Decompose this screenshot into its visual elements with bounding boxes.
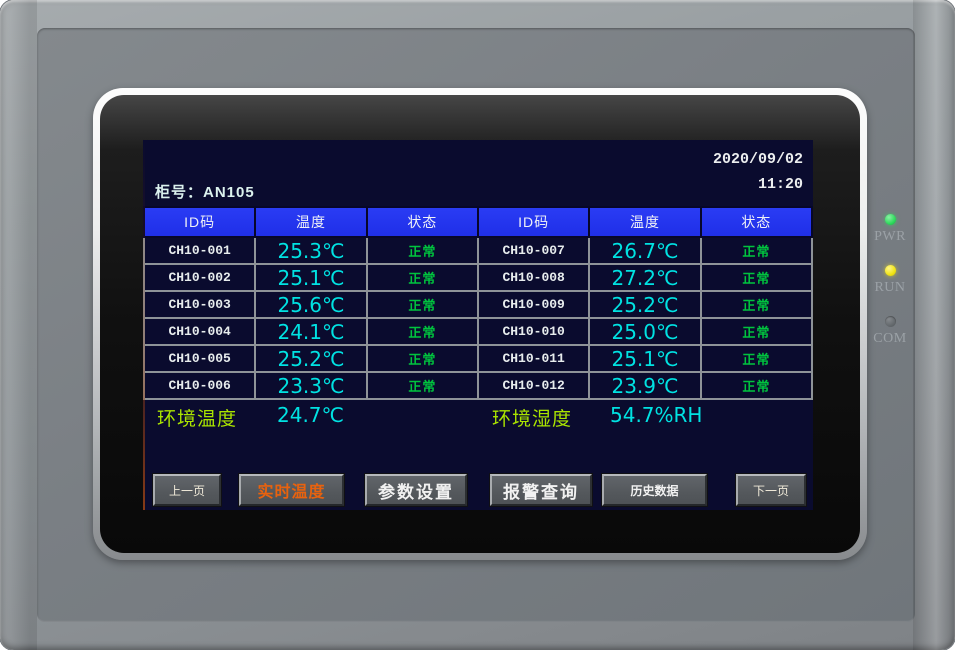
com-led-light [884, 316, 896, 327]
temperature-cell: 23.3℃ [254, 371, 368, 400]
channel-id-cell: CH10-003 [143, 290, 257, 319]
channel-id-cell: CH10-009 [476, 290, 591, 319]
status-cell: 正常 [365, 317, 479, 346]
environment-readouts: 环境温度 24.7℃ 环境湿度 54.7%RH [143, 402, 813, 432]
temperature-cell: 24.1℃ [254, 317, 368, 346]
channel-id-cell: CH10-001 [143, 236, 257, 265]
status-cell: 正常 [699, 290, 813, 319]
temperature-cell: 27.2℃ [588, 263, 702, 292]
screen-bezel: 2020/09/02 11:20 柜号：AN105 ID码 温度 状态 ID码 [100, 95, 860, 553]
channel-id-cell: CH10-006 [143, 371, 257, 400]
ambient-temp-label: 环境温度 [157, 409, 238, 430]
channel-id-cell: CH10-008 [476, 263, 591, 292]
table-row: CH10-003 25.6℃ 正常 CH10-009 25.2℃ 正常 [143, 290, 813, 319]
realtime-temp-button[interactable]: 实时温度 [239, 474, 344, 506]
pwr-led-light [884, 214, 896, 225]
temperature-cell: 25.2℃ [254, 344, 368, 373]
temperature-cell: 26.7℃ [588, 236, 702, 265]
screen-border: 2020/09/02 11:20 柜号：AN105 ID码 温度 状态 ID码 [93, 88, 867, 560]
history-data-button[interactable]: 历史数据 [602, 474, 707, 506]
status-cell: 正常 [699, 344, 813, 373]
temperature-cell: 25.2℃ [588, 290, 702, 319]
ambient-humidity-label: 环境湿度 [492, 409, 573, 430]
inner-bezel: 2020/09/02 11:20 柜号：AN105 ID码 温度 状态 ID码 [37, 28, 915, 622]
next-page-button[interactable]: 下一页 [736, 474, 806, 506]
status-cell: 正常 [699, 371, 813, 400]
temperature-table: ID码 温度 状态 ID码 温度 状态 CH10-001 25. [143, 206, 813, 400]
run-led: RUN [864, 265, 916, 296]
table-header-row: ID码 温度 状态 ID码 温度 状态 [143, 206, 813, 238]
status-cell: 正常 [365, 290, 479, 319]
lcd-header: 2020/09/02 11:20 柜号：AN105 [143, 140, 813, 206]
table-row: CH10-002 25.1℃ 正常 CH10-008 27.2℃ 正常 [143, 263, 813, 292]
com-led: COM [864, 316, 916, 347]
prev-page-button[interactable]: 上一页 [153, 474, 221, 506]
channel-id-cell: CH10-005 [143, 344, 257, 373]
pwr-led-label: PWR [874, 229, 906, 244]
channel-id-cell: CH10-010 [476, 317, 591, 346]
param-settings-button[interactable]: 参数设置 [365, 474, 467, 506]
run-led-label: RUN [874, 280, 906, 295]
date-text: 2020/09/02 [712, 151, 803, 168]
header-cell-status: 状态 [365, 206, 479, 238]
cabinet-value: AN105 [203, 184, 255, 201]
status-led-panel: PWR RUN COM [864, 214, 916, 367]
status-cell: 正常 [365, 236, 479, 265]
time-text: 11:20 [757, 176, 803, 193]
channel-id-cell: CH10-012 [476, 371, 591, 400]
channel-id-cell: CH10-002 [143, 263, 257, 292]
status-cell: 正常 [365, 263, 479, 292]
temperature-cell: 25.0℃ [588, 317, 702, 346]
status-cell: 正常 [699, 263, 813, 292]
ambient-temp-value: 24.7℃ [277, 403, 344, 427]
status-cell: 正常 [365, 344, 479, 373]
status-cell: 正常 [699, 317, 813, 346]
status-cell: 正常 [699, 236, 813, 265]
datetime-display: 2020/09/02 11:20 [713, 147, 803, 197]
header-cell-status: 状态 [699, 206, 813, 238]
temperature-cell: 25.3℃ [254, 236, 368, 265]
temperature-cell: 23.9℃ [588, 371, 702, 400]
header-cell-id: ID码 [143, 206, 257, 238]
table-row: CH10-001 25.3℃ 正常 CH10-007 26.7℃ 正常 [143, 236, 813, 265]
cabinet-label: 柜号： [155, 184, 204, 201]
header-cell-temp: 温度 [254, 206, 368, 238]
cabinet-id: 柜号：AN105 [155, 181, 255, 202]
run-led-light [884, 265, 896, 276]
lcd-display: 2020/09/02 11:20 柜号：AN105 ID码 温度 状态 ID码 [143, 140, 813, 510]
nav-button-bar: 上一页 实时温度 参数设置 报警查询 历史数据 下一页 [143, 474, 813, 506]
temperature-cell: 25.1℃ [588, 344, 702, 373]
channel-id-cell: CH10-007 [476, 236, 591, 265]
pwr-led: PWR [864, 214, 916, 245]
header-cell-temp: 温度 [588, 206, 702, 238]
table-row: CH10-005 25.2℃ 正常 CH10-011 25.1℃ 正常 [143, 344, 813, 373]
status-cell: 正常 [365, 371, 479, 400]
table-row: CH10-006 23.3℃ 正常 CH10-012 23.9℃ 正常 [143, 371, 813, 400]
alarm-query-button[interactable]: 报警查询 [490, 474, 592, 506]
table-row: CH10-004 24.1℃ 正常 CH10-010 25.0℃ 正常 [143, 317, 813, 346]
channel-id-cell: CH10-011 [476, 344, 591, 373]
header-cell-id: ID码 [476, 206, 591, 238]
temperature-cell: 25.1℃ [254, 263, 368, 292]
ambient-humidity-value: 54.7%RH [610, 403, 703, 427]
com-led-label: COM [873, 331, 907, 346]
temperature-cell: 25.6℃ [254, 290, 368, 319]
channel-id-cell: CH10-004 [143, 317, 257, 346]
